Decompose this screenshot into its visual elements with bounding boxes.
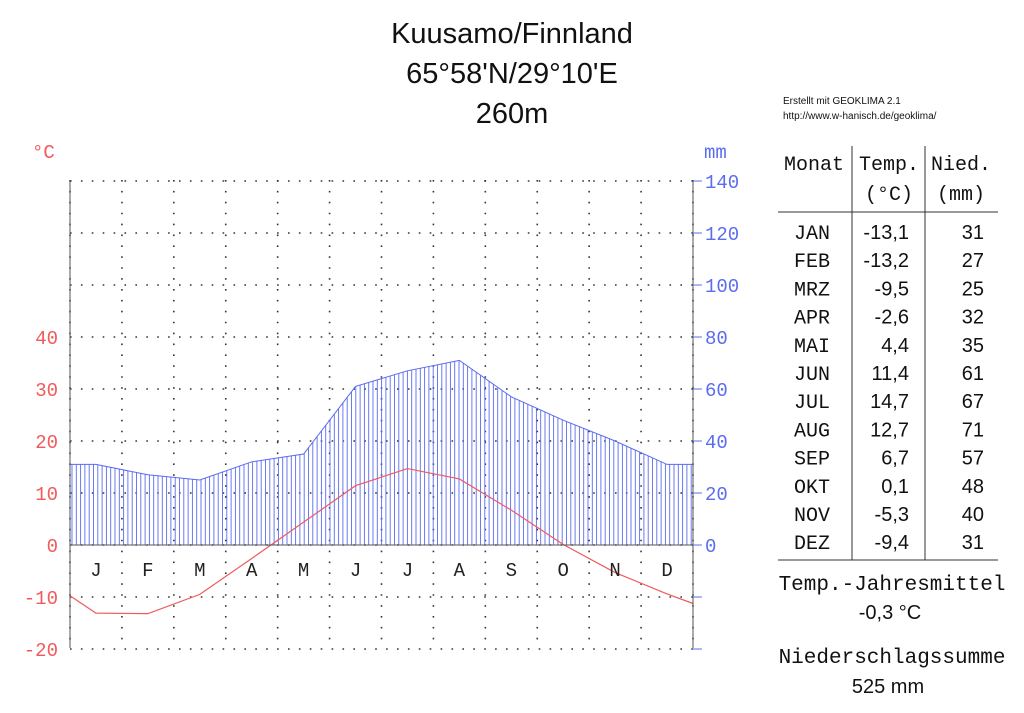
table-cell-prec: 57 [962, 448, 984, 470]
credit-line-software: Erstellt mit GEOKLIMA 2.1 [783, 96, 901, 107]
table-cell-prec: 40 [962, 504, 984, 526]
table-cell-prec: 27 [962, 250, 984, 272]
table-cell-temp: 11,4 [872, 363, 909, 385]
month-label: F [142, 560, 153, 582]
table-cell-month: MRZ [794, 279, 830, 302]
table-cell-prec: 31 [962, 222, 984, 244]
table-cell-prec: 61 [962, 363, 984, 385]
right-axis-tick-label: 140 [705, 172, 739, 194]
month-label: O [558, 560, 569, 582]
month-label: N [609, 560, 620, 582]
table-cell-prec: 25 [962, 278, 984, 300]
table-cell-prec: 48 [962, 476, 984, 498]
annual-temp-label: Temp.-Jahresmittel [779, 574, 1006, 597]
table-cell-temp: 14,7 [870, 391, 909, 413]
left-axis-tick-label: 30 [35, 380, 58, 402]
month-label: M [298, 560, 309, 582]
table-cell-prec: 32 [962, 307, 984, 329]
station-altitude: 260m [475, 98, 549, 130]
left-axis-tick-label: -10 [24, 588, 58, 610]
table-header: Monat [784, 154, 844, 177]
left-axis-tick-label: -20 [24, 640, 58, 662]
precipitation-hatching [71, 360, 692, 545]
table-cell-month: DEZ [794, 533, 830, 556]
credit-line-url: http://www.w-hanisch.de/geoklima/ [783, 111, 937, 122]
table-cell-temp: 12,7 [870, 419, 909, 441]
station-name: Kuusamo/Finnland [391, 18, 633, 50]
table-cell-month: JUN [794, 364, 830, 387]
table-cell-month: MAI [794, 336, 830, 359]
table-cell-prec: 71 [962, 419, 984, 441]
right-axis-unit: mm [704, 142, 727, 164]
table-cell-temp: -13,1 [863, 222, 909, 244]
credit-note: Erstellt mit GEOKLIMA 2.1 http://www.w-h… [783, 94, 936, 124]
month-label: D [661, 560, 672, 582]
table-cell-month: NOV [794, 505, 830, 528]
right-axis-tick-label: 0 [705, 536, 716, 558]
table-cell-prec: 31 [962, 532, 984, 554]
annual-temp-value: -0,3 °C [859, 602, 921, 624]
station-coordinates: 65°58'N/29°10'E [406, 58, 618, 90]
right-axis-tick-label: 40 [705, 432, 728, 454]
left-axis-tick-label: 40 [35, 328, 58, 350]
right-axis-tick-label: 60 [705, 380, 728, 402]
month-label: M [194, 560, 205, 582]
table-cell-temp: -5,3 [875, 504, 909, 526]
table-cell-temp: 4,4 [881, 335, 909, 357]
table-cell-temp: 6,7 [881, 448, 909, 470]
table-cell-prec: 67 [962, 391, 984, 413]
table-cell-month: SEP [794, 449, 830, 472]
temperature-line [69, 467, 694, 615]
table-cell-temp: -9,4 [875, 532, 909, 554]
table-header-unit: (mm) [937, 184, 985, 207]
month-label: A [454, 560, 466, 582]
table-cell-temp: -9,5 [875, 278, 909, 300]
table-header: Temp. [859, 154, 919, 177]
month-label: J [350, 560, 361, 582]
table-cell-month: OKT [794, 477, 830, 500]
table-cell-temp: 0,1 [881, 476, 909, 498]
right-axis-tick-label: 80 [705, 328, 728, 350]
table-cell-temp: -2,6 [875, 307, 909, 329]
month-label: J [90, 560, 101, 582]
left-axis-tick-label: 10 [35, 484, 58, 506]
table-cell-month: JUL [794, 392, 830, 415]
table-cell-month: APR [794, 308, 830, 331]
month-label: A [246, 560, 258, 582]
precipitation-outline [69, 359, 694, 546]
left-axis-unit: °C [32, 142, 55, 164]
annual-prec-label: Niederschlagssumme [779, 647, 1006, 670]
chart-title: Kuusamo/Finnland 65°58'N/29°10'E 260m [320, 14, 704, 134]
table-cell-month: JAN [794, 223, 830, 246]
right-axis-tick-label: 120 [705, 224, 739, 246]
left-axis-tick-label: 20 [35, 432, 58, 454]
left-axis-tick-label: 0 [47, 536, 58, 558]
right-axis-tick-label: 20 [705, 484, 728, 506]
table-cell-month: AUG [794, 420, 830, 443]
month-label: S [506, 560, 517, 582]
table-cell-temp: -13,2 [863, 250, 909, 272]
month-label: J [402, 560, 413, 582]
table-header-unit: (°C) [865, 184, 913, 207]
right-axis-tick-label: 100 [705, 276, 739, 298]
table-header: Nied. [931, 154, 991, 177]
table-cell-month: FEB [794, 251, 830, 274]
annual-prec-value: 525 mm [852, 676, 924, 698]
table-cell-prec: 35 [962, 335, 984, 357]
